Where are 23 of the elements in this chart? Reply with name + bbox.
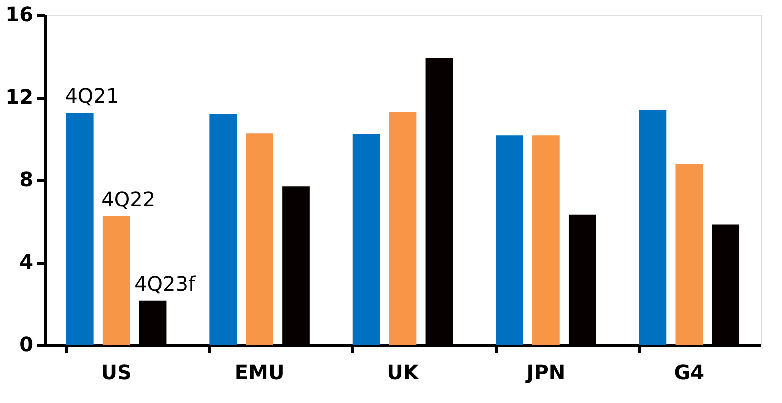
y-tick-label: 0 [20, 332, 34, 356]
series-label: 4Q23f [134, 272, 196, 296]
x-tick-label: US [101, 360, 132, 384]
bar [210, 114, 238, 345]
y-tick-label: 16 [6, 2, 34, 26]
bar [389, 112, 417, 345]
bar [532, 136, 560, 345]
bar [246, 134, 274, 345]
bar [676, 164, 704, 345]
bar [352, 134, 380, 345]
x-tick-label: JPN [524, 360, 566, 384]
bar [102, 216, 130, 345]
series-label: 4Q21 [65, 84, 120, 108]
y-tick-label: 4 [20, 250, 34, 274]
x-tick-label: EMU [234, 360, 285, 384]
y-tick-label: 12 [6, 85, 34, 109]
bar [66, 113, 94, 345]
bar [639, 110, 667, 345]
y-tick-label: 8 [20, 168, 34, 192]
series-label: 4Q22 [102, 188, 156, 212]
bar [496, 136, 524, 345]
x-tick-label: G4 [674, 360, 705, 384]
x-tick-label: UK [387, 360, 420, 384]
